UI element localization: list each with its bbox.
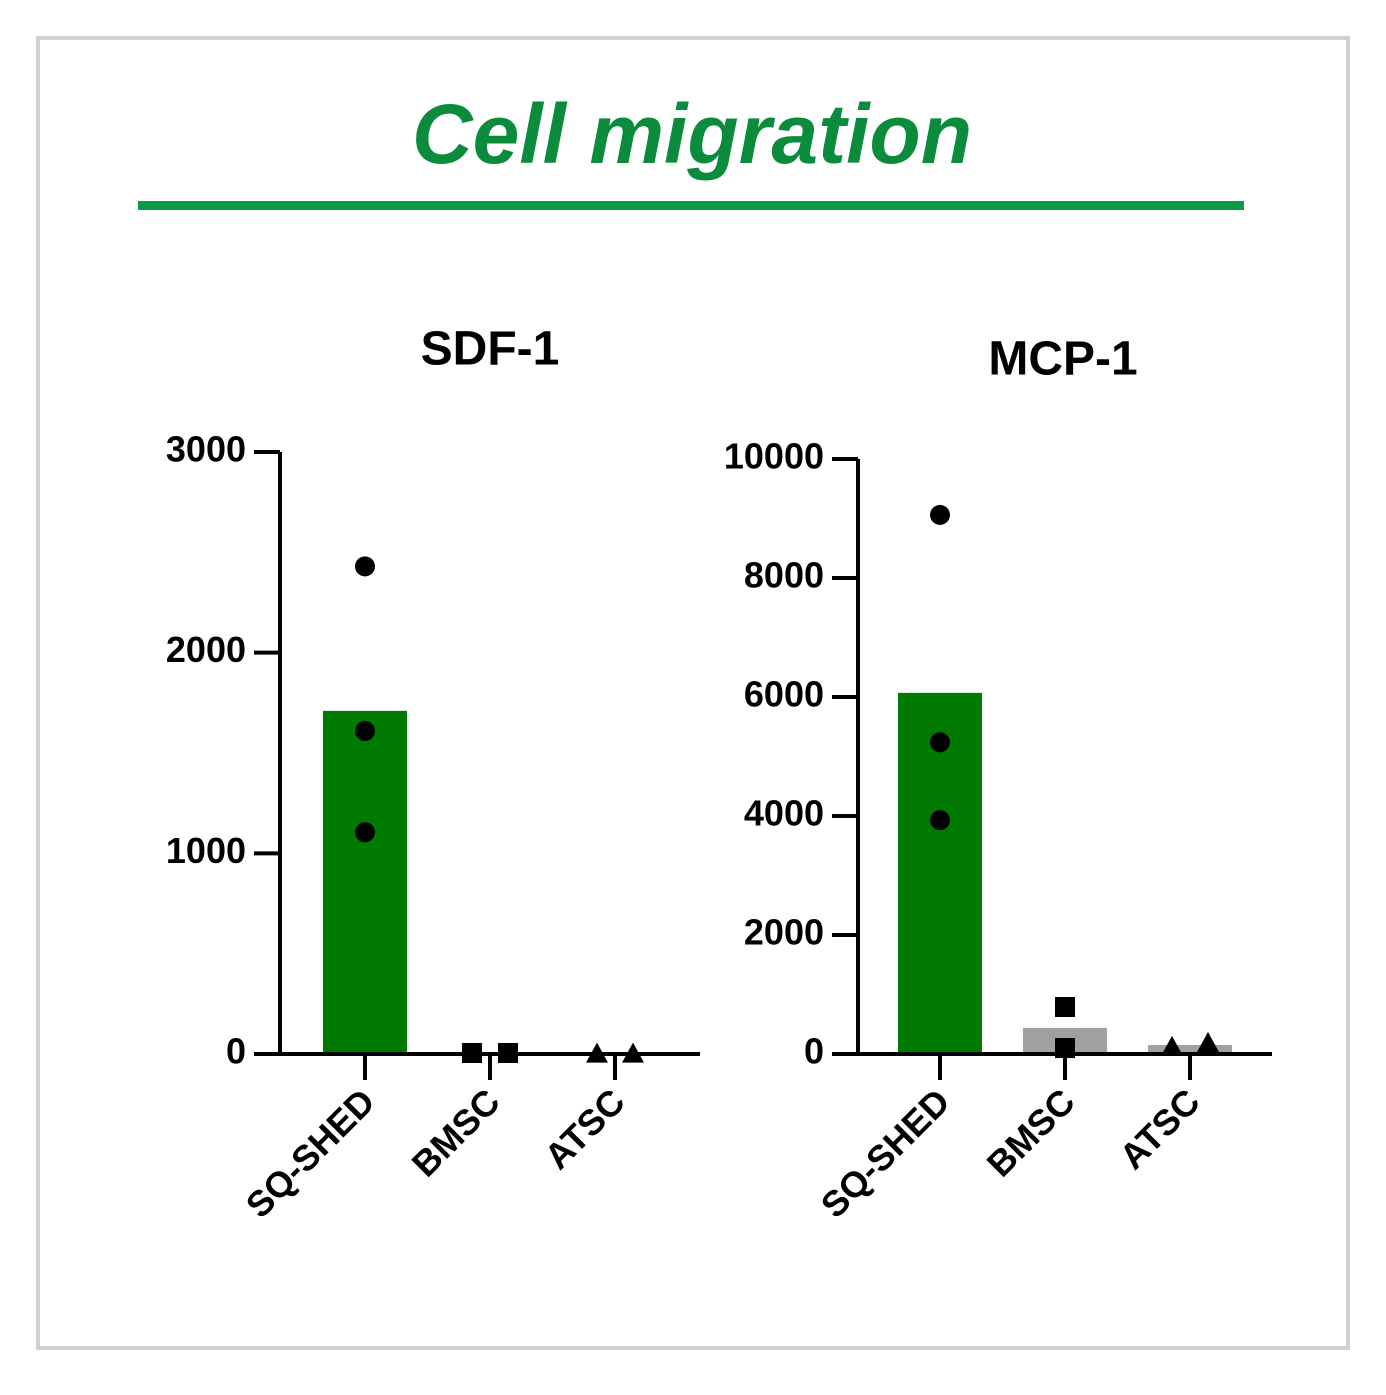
data-point [1055, 1038, 1075, 1059]
data-point [930, 504, 950, 525]
chart-title: SDF-1 [421, 323, 560, 376]
figure-title: Cell migration [412, 87, 972, 181]
y-tick-label: 0 [226, 1031, 246, 1072]
y-tick-label: 6000 [744, 674, 824, 715]
data-point [622, 1042, 644, 1063]
y-tick-label: 1000 [166, 830, 246, 871]
data-point [355, 720, 375, 741]
data-point [930, 810, 950, 831]
frame [36, 36, 1350, 1350]
title-divider [138, 201, 1244, 210]
bar [323, 710, 407, 1054]
bar [898, 692, 982, 1054]
chart-title: MCP-1 [988, 333, 1137, 386]
data-point [586, 1042, 608, 1063]
y-tick-label: 2000 [744, 912, 824, 953]
data-point [1161, 1035, 1183, 1056]
y-tick-label: 2000 [166, 629, 246, 670]
y-tick-label: 0 [804, 1031, 824, 1072]
data-point [355, 822, 375, 843]
data-point [1197, 1031, 1219, 1052]
y-tick-label: 10000 [724, 436, 824, 477]
y-tick-label: 8000 [744, 555, 824, 596]
data-point [355, 556, 375, 577]
data-point [462, 1042, 482, 1063]
data-point [498, 1042, 518, 1063]
data-point [930, 732, 950, 753]
y-tick-label: 4000 [744, 793, 824, 834]
bar [1148, 1045, 1232, 1054]
y-tick-label: 3000 [166, 429, 246, 470]
data-point [1055, 996, 1075, 1017]
